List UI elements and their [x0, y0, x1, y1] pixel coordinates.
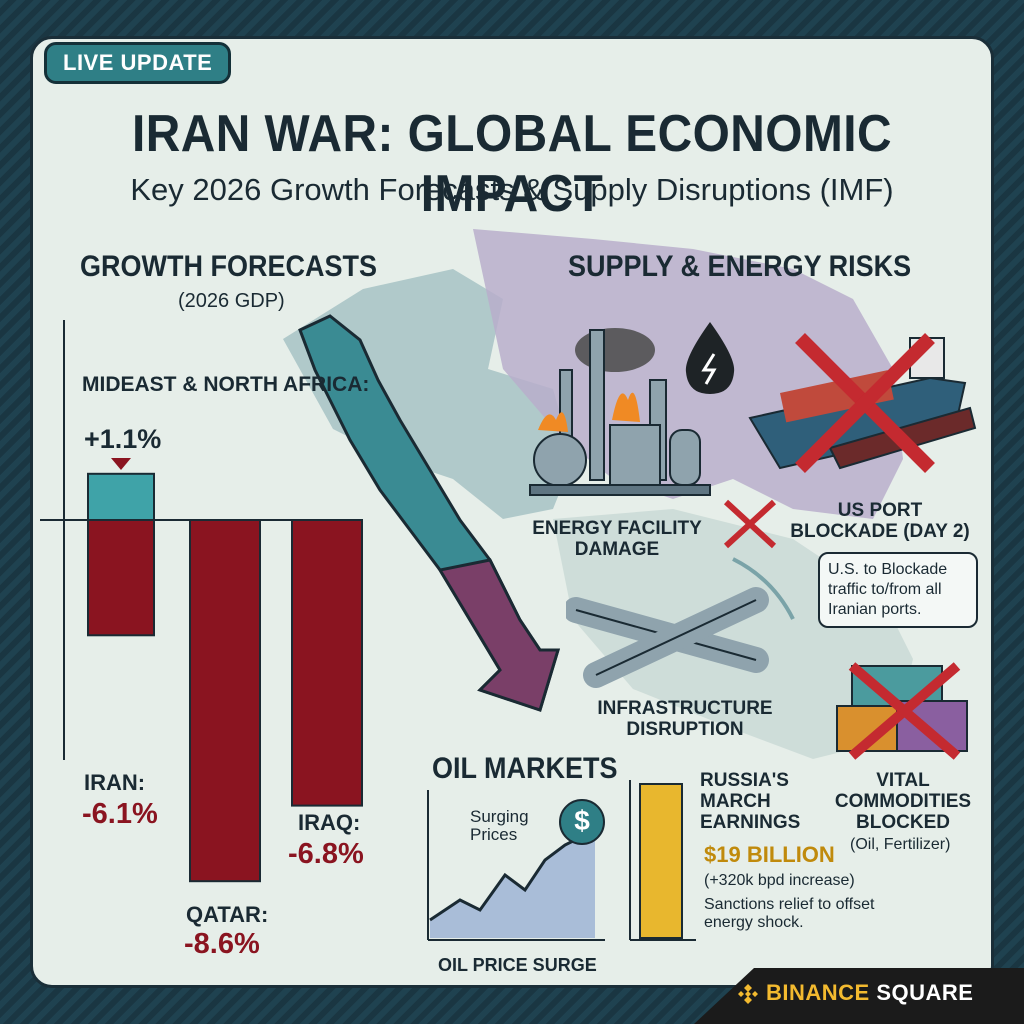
oil-price-chart [427, 790, 605, 941]
qatar-value: -8.6% [184, 928, 260, 960]
iraq-label: IRAQ: [298, 810, 361, 835]
bar-mideast-north-africa [87, 472, 155, 521]
commodities-title: VITAL COMMODITIES BLOCKED [834, 770, 972, 833]
dollar-icon: $ [574, 805, 590, 836]
oil-surge-label: OIL PRICE SURGE [438, 955, 597, 975]
mena-value: +1.1% [84, 424, 162, 454]
iraq-value: -6.8% [288, 838, 364, 870]
blocked-containers-icon [836, 662, 968, 760]
cargo-ship-icon [748, 333, 977, 473]
growth-subheading: (2026 GDP) [178, 290, 285, 312]
russia-note: Sanctions relief to offset energy shock. [704, 896, 875, 931]
russia-value: $19 BILLION [704, 842, 835, 867]
growth-heading: GROWTH FORECASTS [80, 250, 377, 283]
iran-label: IRAN: [84, 770, 146, 795]
bar-iran [87, 519, 155, 637]
iran-value: -6.1% [82, 798, 158, 830]
bar-iraq [291, 519, 363, 807]
mena-pointer-icon [111, 458, 131, 470]
commodities-note: (Oil, Fertilizer) [850, 836, 951, 853]
supply-heading: SUPPLY & ENERGY RISKS [568, 250, 912, 283]
infrastructure-label: INFRASTRUCTURE DISRUPTION [597, 698, 773, 740]
oil-drop-icon [685, 322, 735, 394]
blockade-x-icon [723, 499, 777, 549]
binance-logo-icon [738, 984, 758, 1004]
russia-increase: (+320k bpd increase) [704, 872, 855, 889]
oil-heading: OIL MARKETS [432, 752, 618, 785]
russia-title: RUSSIA'S MARCH EARNINGS [700, 770, 801, 833]
live-update-badge: LIVE UPDATE [44, 42, 232, 84]
brand-label: BINANCE SQUARE [766, 980, 974, 1005]
qatar-label: QATAR: [186, 902, 269, 927]
russia-earnings-bar [629, 780, 696, 941]
page-title: IRAN WAR: GLOBAL ECONOMIC IMPACT [131, 105, 893, 223]
bar-qatar [189, 519, 261, 883]
pipeline-icon [566, 587, 769, 688]
page-subtitle: Key 2026 Growth Forecasts & Supply Disru… [130, 172, 894, 207]
blockade-title: US PORT BLOCKADE (DAY 2) [790, 500, 970, 542]
energy-facility-label: ENERGY FACILITY DAMAGE [532, 518, 702, 560]
mena-label: MIDEAST & NORTH AFRICA: [82, 373, 370, 396]
refinery-icon [529, 328, 711, 496]
blockade-note: U.S. to Blockade traffic to/from all Ira… [818, 552, 978, 628]
surging-prices-label: Surging Prices [470, 807, 529, 844]
